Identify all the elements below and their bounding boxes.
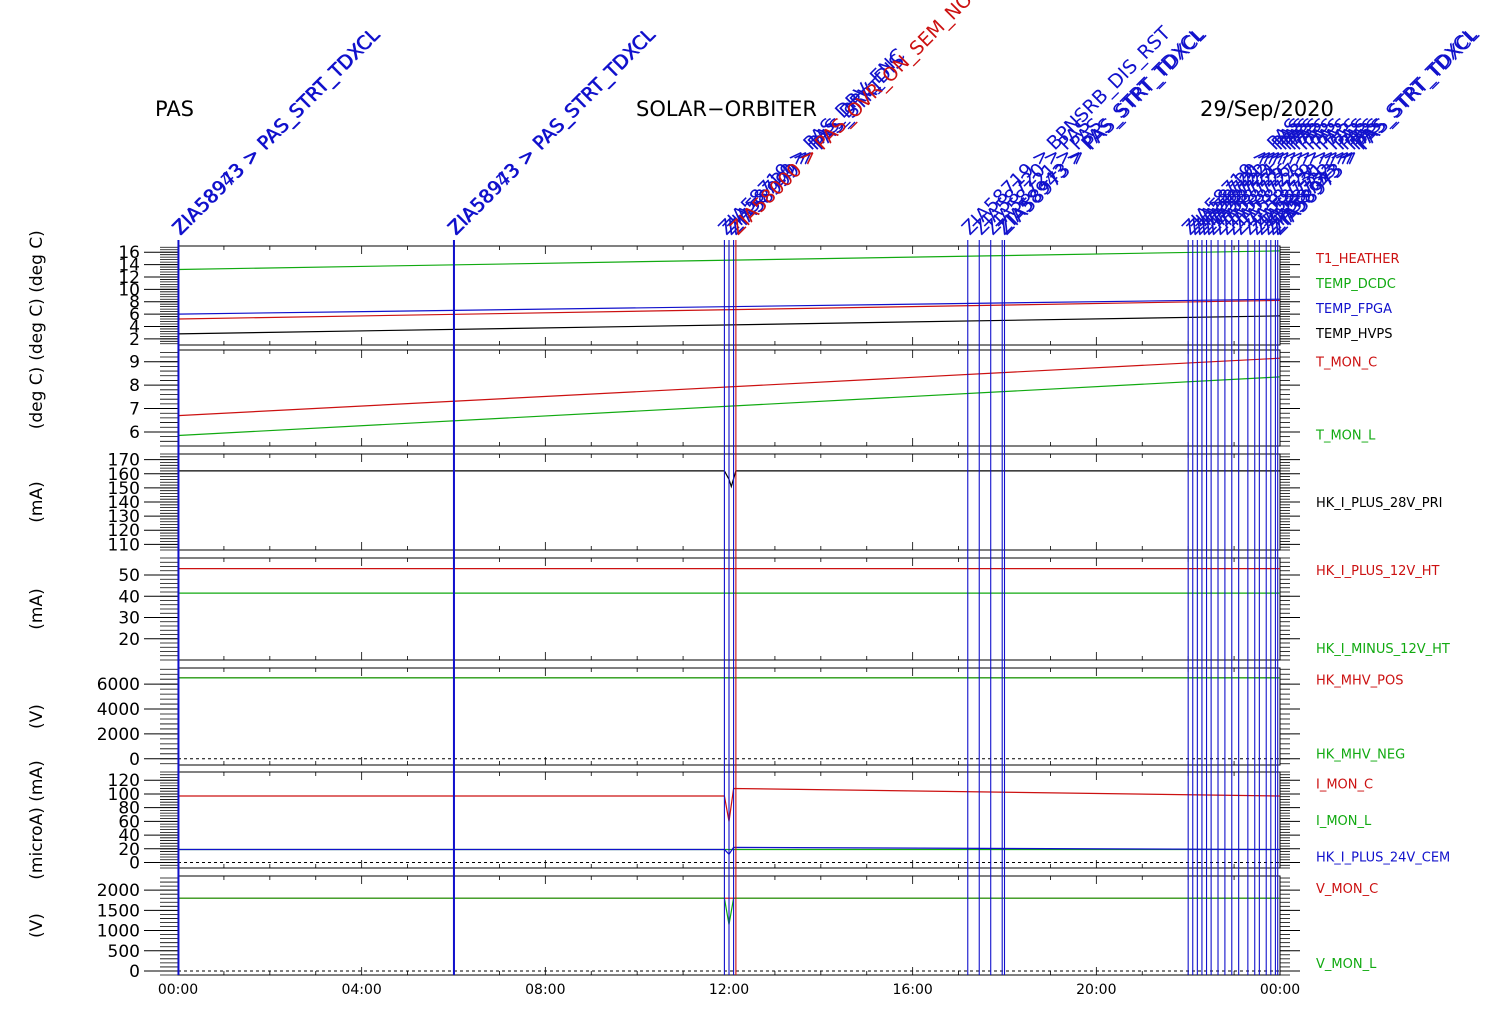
y-tick-label: 6 <box>129 423 140 443</box>
time-tick-label: 20:00 <box>1076 982 1116 998</box>
series-label: I_MON_C <box>1316 778 1373 793</box>
event-marker-label: ZIA58973 > PAS_STRT_TDXCL <box>444 23 660 239</box>
y-tick-label: 100 <box>108 785 140 805</box>
y-tick-label: 14 <box>118 256 140 276</box>
y-tick-label: 80 <box>118 799 140 819</box>
y-tick-label: 7 <box>129 400 140 420</box>
y-tick-label: 6 <box>129 305 140 325</box>
series-label: HK_I_PLUS_12V_HT <box>1316 564 1440 579</box>
series-label: HK_I_PLUS_24V_CEM <box>1316 850 1450 865</box>
y-tick-label: 1000 <box>97 922 140 942</box>
series-line-hk-i-plus-28v-pri <box>178 470 1280 489</box>
series-label: TEMP_HVPS <box>1315 327 1392 342</box>
y-tick-label: 30 <box>118 609 140 629</box>
time-tick-label: 04:00 <box>341 982 381 998</box>
y-tick-label: 160 <box>108 465 140 485</box>
y-tick-label: 0 <box>129 854 140 874</box>
series-label: HK_MHV_POS <box>1316 674 1404 689</box>
y-tick-label: 8 <box>129 376 140 396</box>
series-label: V_MON_L <box>1316 957 1377 972</box>
series-label: V_MON_C <box>1316 882 1378 897</box>
mission-title: SOLAR−ORBITER <box>636 97 817 121</box>
series-label: T_MON_L <box>1315 428 1376 443</box>
y-tick-label: 10 <box>118 280 140 300</box>
panel-4: 0 2000 4000 6000 (V) HK_MHV_POS HK_MHV_NEG <box>27 667 1405 770</box>
y-tick-label: 2000 <box>97 725 140 745</box>
time-tick-label: 00:00 <box>158 982 198 998</box>
panel-unit-label: (V) <box>27 913 47 938</box>
y-tick-label: 500 <box>108 942 140 962</box>
y-tick-label: 8 <box>129 293 140 313</box>
y-tick-label: 60 <box>118 812 140 832</box>
panel-unit-label: (mA) <box>27 481 47 522</box>
panel-unit-label: (deg C) (deg C) <box>27 230 47 361</box>
time-tick-label: 12:00 <box>709 982 749 998</box>
panel-1: 6 7 8 9 (deg C) T_MON_C T_MON_L <box>27 349 1377 447</box>
series-label: T1_HEATHER <box>1315 252 1400 267</box>
event-marker-label: ZIA58973 > PAS_STRT_TDXCL <box>994 23 1210 239</box>
date-title: 29/Sep/2020 <box>1200 97 1334 121</box>
time-tick-label: 08:00 <box>525 982 565 998</box>
series-label: HK_I_PLUS_28V_PRI <box>1316 496 1442 511</box>
y-tick-label: 20 <box>118 840 140 860</box>
y-tick-label: 2000 <box>97 881 140 901</box>
series-label: HK_I_MINUS_12V_HT <box>1316 642 1450 657</box>
series-label: TEMP_DCDC <box>1315 277 1396 292</box>
y-tick-label: 2 <box>129 330 140 350</box>
y-tick-label: 20 <box>118 630 140 650</box>
y-tick-label: 110 <box>108 535 140 555</box>
y-tick-label: 1500 <box>97 901 140 921</box>
y-tick-label: 0 <box>129 962 140 982</box>
time-axis: 00:00 04:00 08:00 12:00 16:00 20:00 00:00 <box>158 982 1300 998</box>
y-tick-label: 50 <box>118 566 140 586</box>
series-label: TEMP_FPGA <box>1315 302 1392 317</box>
series-label: I_MON_L <box>1316 814 1372 829</box>
time-tick-label: 00:00 <box>1260 982 1300 998</box>
y-tick-label: 130 <box>108 507 140 527</box>
series-label: T_MON_C <box>1315 356 1377 371</box>
y-tick-label: 150 <box>108 479 140 499</box>
y-tick-label: 4000 <box>97 700 140 720</box>
panel-unit-label: (microA) (mA) <box>27 760 47 879</box>
y-tick-label: 40 <box>118 587 140 607</box>
y-tick-label: 9 <box>129 353 140 373</box>
y-tick-label: 12 <box>118 268 140 288</box>
y-tick-label: 120 <box>108 521 140 541</box>
time-tick-label: 16:00 <box>892 982 932 998</box>
y-tick-label: 120 <box>108 771 140 791</box>
y-tick-label: 0 <box>129 750 140 770</box>
y-tick-label: 16 <box>118 243 140 263</box>
y-tick-label: 4 <box>129 317 140 337</box>
series-label: HK_MHV_NEG <box>1316 747 1405 762</box>
y-tick-label: 140 <box>108 493 140 513</box>
panel-unit-label: (mA) <box>27 588 47 629</box>
y-tick-label: 40 <box>118 826 140 846</box>
instrument-title: PAS <box>155 97 194 121</box>
y-tick-label: 6000 <box>97 675 140 695</box>
y-tick-label: 170 <box>108 451 140 471</box>
panel-unit-label: (V) <box>27 704 47 729</box>
event-marker-label: ZIA58973 > PAS_STRT_TDXCL <box>169 23 385 239</box>
panel-unit-label: (deg C) <box>27 367 47 430</box>
